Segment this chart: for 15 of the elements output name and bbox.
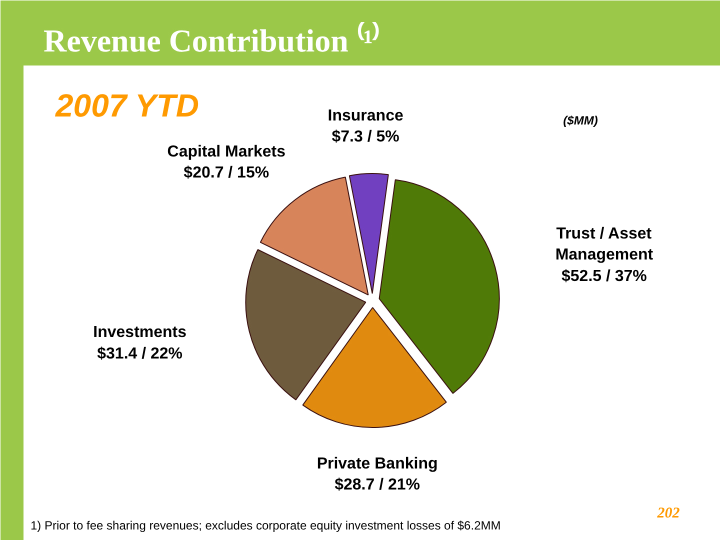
data-label: $28.7 / 21% — [334, 476, 420, 494]
data-label: $31.4 / 22% — [97, 345, 183, 362]
text: ($MM) — [563, 114, 598, 128]
text: 202 — [656, 506, 680, 522]
slice-label: Trust / Asset Management — [555, 225, 654, 264]
chart-title: Revenue Contribution ⁽¹⁾ — [44, 22, 380, 58]
slice-label: Capital Markets — [167, 143, 286, 160]
slice-label: Private Banking — [316, 455, 438, 472]
data-label: $20.7 / 15% — [184, 164, 270, 182]
slice-label: Investments — [93, 324, 187, 342]
chart-subtitle: 2007 YTD — [54, 88, 199, 124]
text: 1) Prior to fee sharing revenues; excludes corporate equity investment losses of $6.2MM — [30, 518, 501, 532]
slice-label: Insurance — [328, 107, 404, 124]
data-label: $52.5 / 37% — [562, 268, 647, 285]
data-label: $7.3 / 5% — [332, 128, 400, 146]
